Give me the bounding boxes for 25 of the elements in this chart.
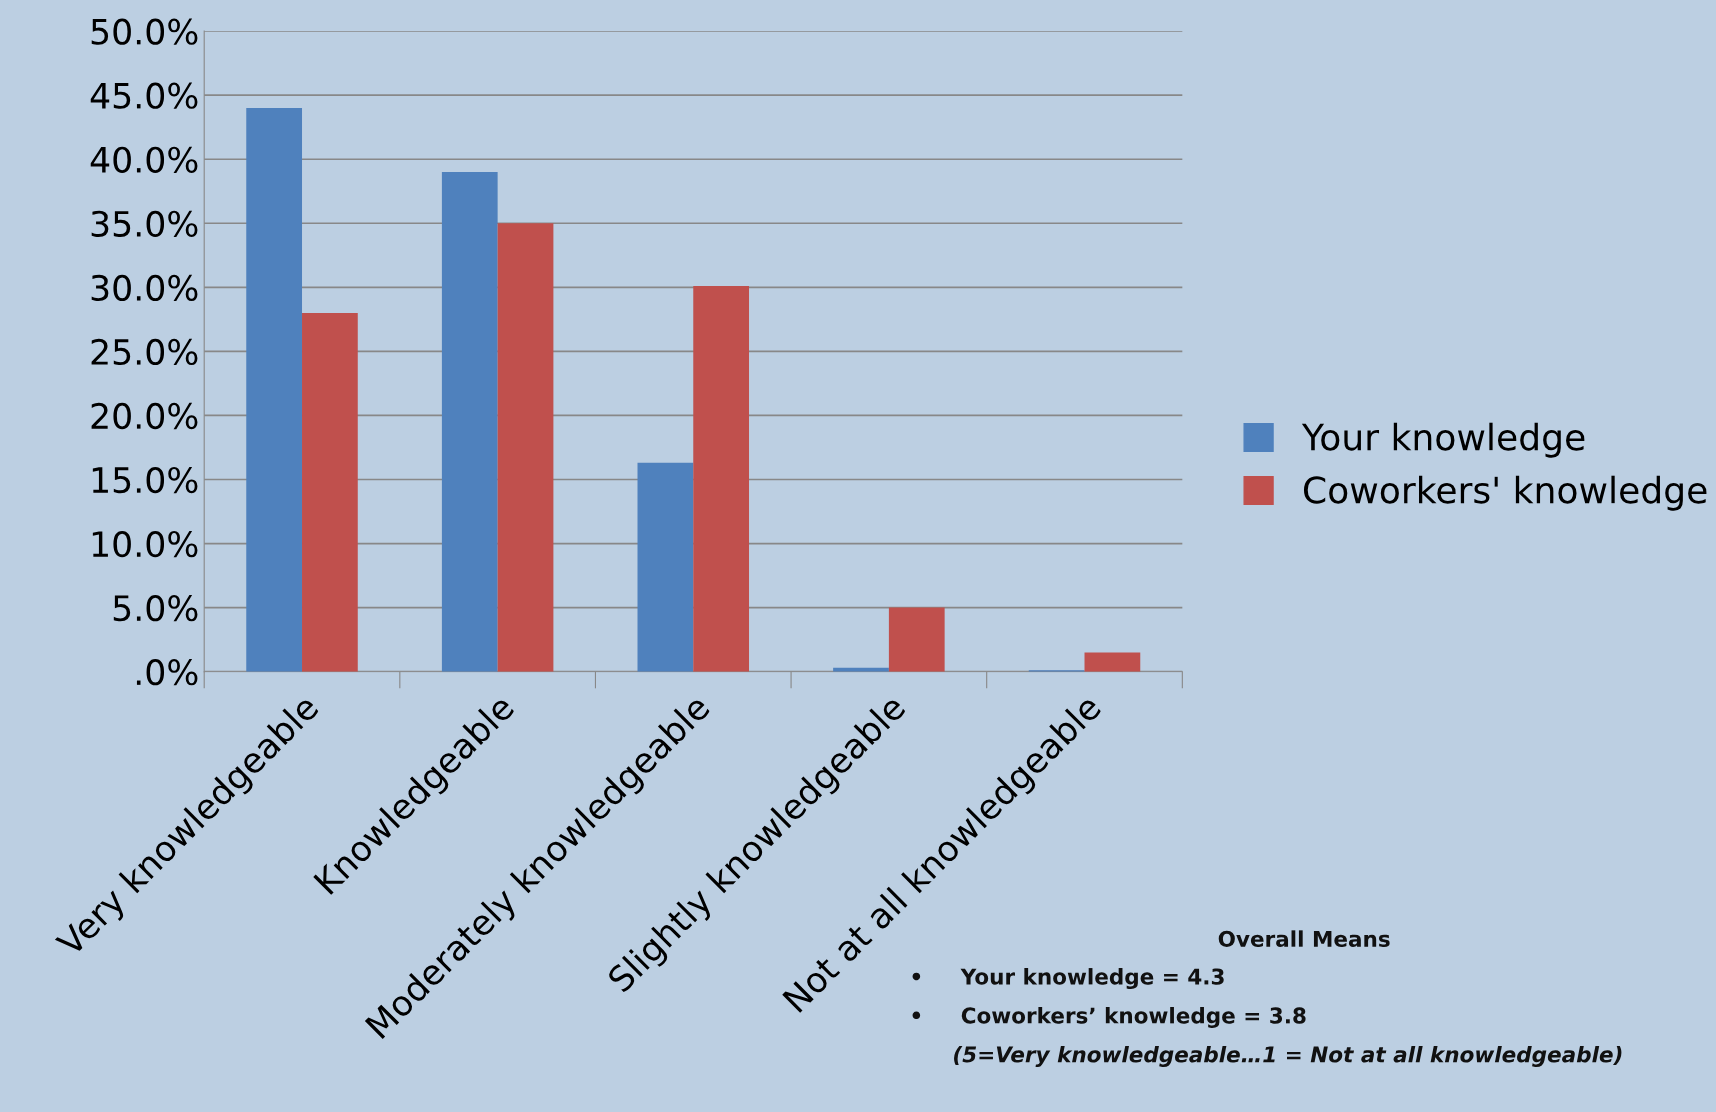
bar [888, 607, 945, 672]
y-tick-label: 35.0% [91, 210, 198, 237]
text: • Coworkers’ knowledge = 3.8 [912, 1006, 1306, 1028]
bar [693, 286, 750, 672]
text: (5=Very knowledgeable…1 = Not at all knowledgeable) [954, 1045, 1622, 1067]
y-tick-label: 30.0% [91, 274, 198, 302]
legend-label: Coworkers' knowledge [1303, 475, 1707, 511]
y-tick-label: 15.0% [92, 466, 198, 494]
bar [1084, 652, 1141, 672]
y-tick-label: 40.0% [90, 146, 198, 173]
bar [441, 172, 498, 672]
y-tick-label: 20.0% [91, 402, 198, 430]
y-tick-label: 5.0% [113, 595, 198, 622]
y-tick-label: 45.0% [90, 82, 198, 109]
bar [497, 223, 554, 672]
y-tick-label: 50.0% [91, 18, 198, 45]
bar [637, 462, 694, 672]
bar [302, 312, 358, 672]
text: Overall Means [1218, 930, 1390, 947]
legend-label: Your knowledge [1301, 422, 1585, 458]
bar [246, 108, 303, 672]
text: • Your knowledge = 4.3 [912, 968, 1224, 990]
y-tick-label: 25.0% [91, 338, 198, 366]
y-tick-label: .0% [136, 659, 198, 686]
y-tick-label: 10.0% [92, 530, 198, 558]
